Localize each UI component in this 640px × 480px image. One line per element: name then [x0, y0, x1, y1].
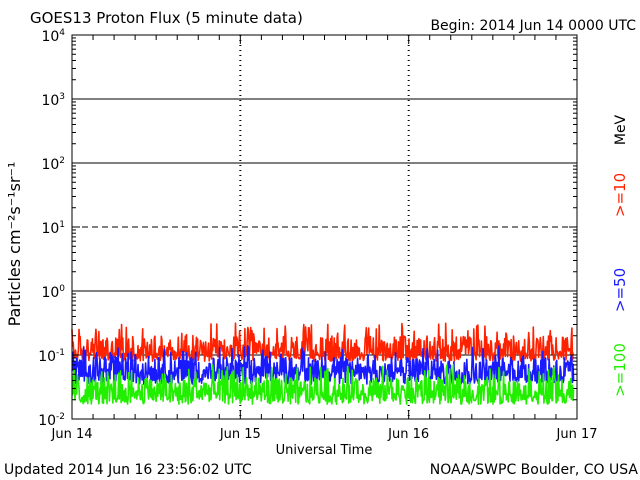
series-line-2	[71, 364, 575, 406]
legend-entry-2: >=100	[611, 343, 629, 397]
series-line-0	[71, 322, 574, 363]
y-tick-label: 101	[41, 220, 65, 237]
y-tick-label: 100	[41, 284, 65, 301]
chart-title: GOES13 Proton Flux (5 minute data)	[30, 9, 303, 27]
y-tick-labels: 10-2 10-1 100 101 102 103 104	[38, 28, 65, 429]
x-tick-label: Jun 16	[387, 427, 429, 442]
y-tick-label: 104	[41, 28, 65, 45]
series-layer	[71, 322, 575, 406]
plot-frame	[71, 34, 578, 420]
y-tick-label: 10-2	[38, 412, 65, 429]
x-axis-label: Universal Time	[276, 443, 373, 458]
legend-entry-1: >=50	[611, 268, 629, 312]
begin-label: Begin: 2014 Jun 14 0000 UTC	[430, 18, 636, 34]
unit-label: MeV	[613, 114, 629, 145]
y-tick-label: 103	[41, 92, 65, 109]
x-tick-label: Jun 15	[219, 427, 261, 442]
x-tick-label: Jun 14	[51, 427, 93, 442]
footer-updated: Updated 2014 Jun 16 23:56:02 UTC	[4, 462, 252, 478]
y-axis-label: Particles cm⁻²s⁻¹sr⁻¹	[5, 162, 24, 327]
x-tick-label: Jun 17	[556, 427, 598, 442]
footer-agency: NOAA/SWPC Boulder, CO USA	[430, 462, 639, 478]
x-tick-labels: Jun 14 Jun 15 Jun 16 Jun 17	[51, 427, 598, 442]
y-tick-label: 102	[41, 156, 65, 173]
legend: >=10 >=50 >=100	[611, 173, 629, 397]
legend-entry-0: >=10	[611, 173, 629, 217]
y-tick-label: 10-1	[38, 348, 65, 365]
